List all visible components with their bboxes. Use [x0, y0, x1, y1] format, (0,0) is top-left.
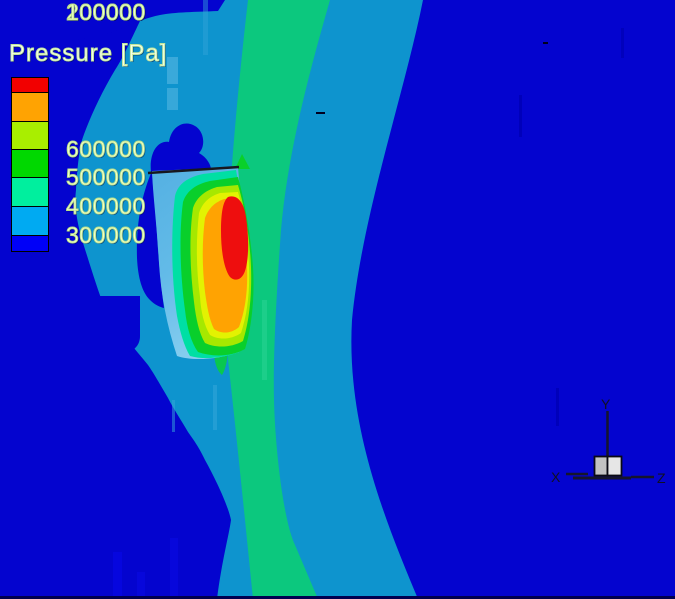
legend-cell-blue	[12, 236, 48, 251]
dark-wedge-top-left	[0, 0, 225, 48]
legend-cell-yellow-green	[12, 122, 48, 150]
axis-triad: Y X Z	[551, 396, 666, 486]
axis-x-label: X	[551, 469, 561, 485]
legend-cell-red	[12, 78, 48, 93]
legend-title: Pressure [Pa]	[9, 40, 168, 67]
wake-blob-above-blade	[150, 123, 212, 172]
emerald-contour-band	[226, 0, 330, 599]
mesh-artifacts	[113, 0, 624, 598]
dark-u-notch	[94, 296, 140, 354]
legend-label-500000: 500000	[66, 164, 146, 190]
axis-z-label: Z	[657, 470, 666, 486]
pressure-legend: Pressure [Pa] 600000 500000 400000 30000…	[0, 0, 250, 260]
legend-cell-orange	[12, 93, 48, 122]
legend-label-300000: 300000	[66, 222, 146, 248]
legend-label-100000: 100000	[66, 0, 146, 25]
contour-spike-above-blade	[235, 154, 250, 169]
legend-cell-green	[12, 150, 48, 178]
legend-cell-spring-green	[12, 178, 48, 207]
legend-label-600000: 600000	[66, 136, 146, 162]
axis-y-label: Y	[601, 396, 611, 412]
legend-cell-sky-blue	[12, 207, 48, 236]
blade-tip-edge-line	[147, 165, 240, 175]
legend-label-400000: 400000	[66, 193, 146, 219]
legend-label-200000: 200000	[66, 0, 146, 25]
contour-600k-red-core	[221, 196, 249, 280]
bottom-edge-line	[0, 596, 675, 599]
legend-colorbar	[11, 77, 49, 252]
orientation-cube-left-face-icon	[593, 455, 609, 477]
orientation-cube-right-face-icon	[606, 455, 623, 477]
wake-strip-left-of-blade	[136, 171, 164, 308]
